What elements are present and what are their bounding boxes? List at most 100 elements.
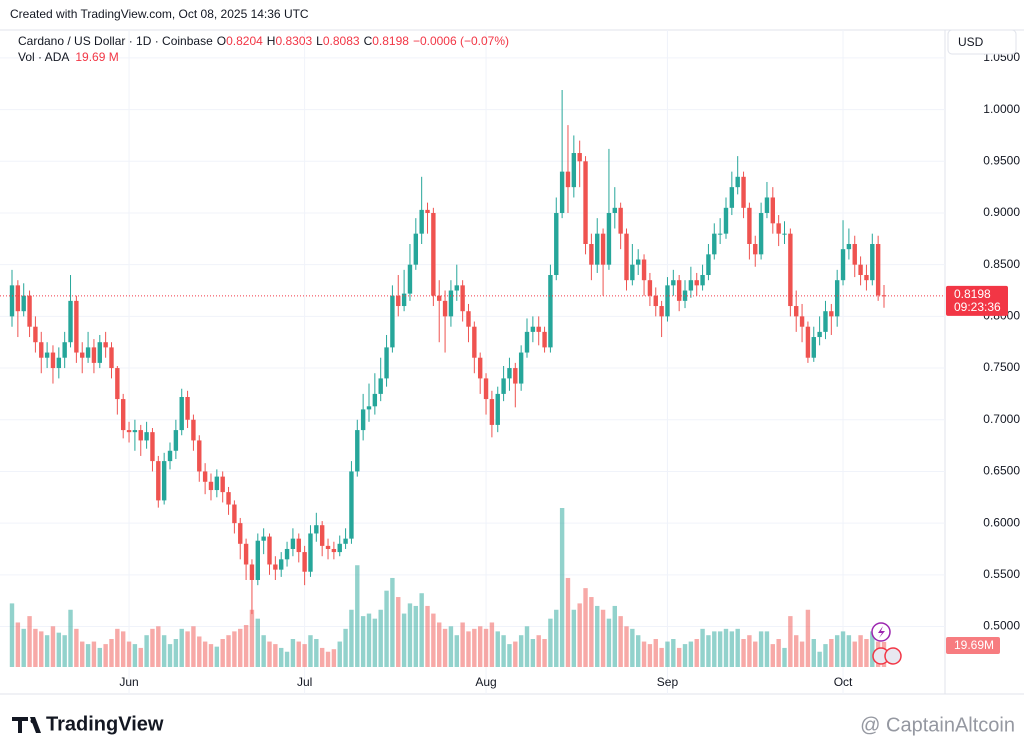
candle-body xyxy=(74,300,79,353)
candle-body xyxy=(641,259,647,281)
volume-bar xyxy=(501,635,506,667)
candle-body xyxy=(817,331,822,338)
candle-body xyxy=(682,290,688,301)
volume-bar xyxy=(542,639,547,667)
currency-button[interactable] xyxy=(947,29,1017,55)
candle-body xyxy=(653,295,658,307)
candle-body xyxy=(881,295,887,297)
candle-body xyxy=(606,212,612,265)
volume-bar xyxy=(50,626,56,667)
candle-body xyxy=(460,285,465,312)
y-tick-label: 0.5500 xyxy=(983,567,1020,581)
candle-body xyxy=(747,207,752,244)
y-tick-label: 0.6000 xyxy=(983,515,1020,529)
l-value: 0.8083 xyxy=(323,34,360,48)
x-tick-label: Aug xyxy=(475,675,496,689)
volume-legend: Vol · ADA 19.69 M xyxy=(18,50,119,64)
volume-bar xyxy=(799,641,805,667)
symbol: Cardano / US Dollar · 1D · Coinbase xyxy=(18,34,213,48)
candle-body xyxy=(706,254,711,276)
volume-bar xyxy=(9,603,15,667)
candle-body xyxy=(530,326,536,332)
volume-bar xyxy=(126,641,132,667)
candle-body xyxy=(477,357,483,379)
candle-body xyxy=(191,419,196,441)
currency[interactable]: USD xyxy=(958,35,984,49)
y-tick-label: 0.7000 xyxy=(983,412,1020,426)
o-value: 0.8204 xyxy=(226,34,263,48)
volume-bar xyxy=(138,647,143,667)
candle-body xyxy=(9,285,15,317)
h-key: H xyxy=(267,34,276,48)
volume-bar xyxy=(712,631,717,667)
volume-bar xyxy=(337,641,342,667)
candle-body xyxy=(220,476,225,493)
volume-bar xyxy=(343,628,348,667)
volume-bar xyxy=(366,613,372,667)
candle-body xyxy=(167,450,173,462)
y-tick-label: 1.0000 xyxy=(983,102,1020,116)
candle-body xyxy=(858,264,863,276)
legend: Cardano / US Dollar · 1D · Coinbase O0.82… xyxy=(18,34,509,48)
volume-bar xyxy=(694,639,699,667)
vol-value: 19.69 M xyxy=(75,50,118,64)
volume-bar xyxy=(308,635,313,667)
candle-body xyxy=(197,440,202,472)
volume-bar xyxy=(214,646,220,667)
candle-body xyxy=(753,244,758,255)
x-tick-label: Jul xyxy=(297,675,312,689)
candle-body xyxy=(138,430,143,441)
candle-body xyxy=(33,326,38,343)
volume-value-label: 19.69M xyxy=(954,638,994,652)
candle-body xyxy=(290,538,296,549)
flag-icon[interactable] xyxy=(884,647,902,665)
candle-body xyxy=(308,533,313,572)
candle-body xyxy=(507,368,512,379)
candle-body xyxy=(396,295,401,307)
candle-body xyxy=(776,223,781,234)
volume-bar xyxy=(197,636,202,667)
candle-body xyxy=(15,285,21,312)
c-value: 0.8198 xyxy=(372,34,409,48)
candle-body xyxy=(577,153,582,162)
volume-bar xyxy=(360,616,366,667)
candle-body xyxy=(261,536,266,541)
volume-bar xyxy=(495,631,500,667)
candle-body xyxy=(875,244,881,296)
x-tick-label: Sep xyxy=(657,675,679,689)
volume-bar xyxy=(612,605,617,667)
volume-bar xyxy=(870,631,875,667)
candle-body xyxy=(829,311,834,317)
volume-bar xyxy=(682,644,688,667)
volume-bar xyxy=(770,644,776,667)
candle-body xyxy=(811,337,816,358)
candle-body xyxy=(343,538,348,544)
volume-bar xyxy=(565,577,571,667)
volume-bar xyxy=(425,605,430,667)
volume-bar xyxy=(817,651,822,667)
volume-bar xyxy=(477,626,483,667)
volume-bar xyxy=(606,618,612,667)
candle-body xyxy=(870,244,875,281)
volume-bar xyxy=(413,605,419,667)
volume-bar xyxy=(595,605,600,667)
candle-body xyxy=(232,504,237,524)
candle-body xyxy=(712,233,717,255)
volume-bar xyxy=(524,626,530,667)
volume-bar xyxy=(636,635,641,667)
candle-body xyxy=(319,525,325,546)
candle-body xyxy=(214,476,220,491)
volume-bar xyxy=(460,622,465,667)
candle-body xyxy=(97,342,102,363)
y-tick-label: 0.9000 xyxy=(983,205,1020,219)
brand: TradingView xyxy=(46,713,164,735)
volume-bar xyxy=(852,641,857,667)
volume-bar xyxy=(243,625,249,667)
volume-value-box xyxy=(946,636,1000,654)
volume-bar xyxy=(665,641,670,667)
volume-bar xyxy=(74,628,79,667)
candle-body xyxy=(273,564,278,570)
h-value: 0.8303 xyxy=(275,34,312,48)
y-tick-label: 0.7500 xyxy=(983,360,1020,374)
